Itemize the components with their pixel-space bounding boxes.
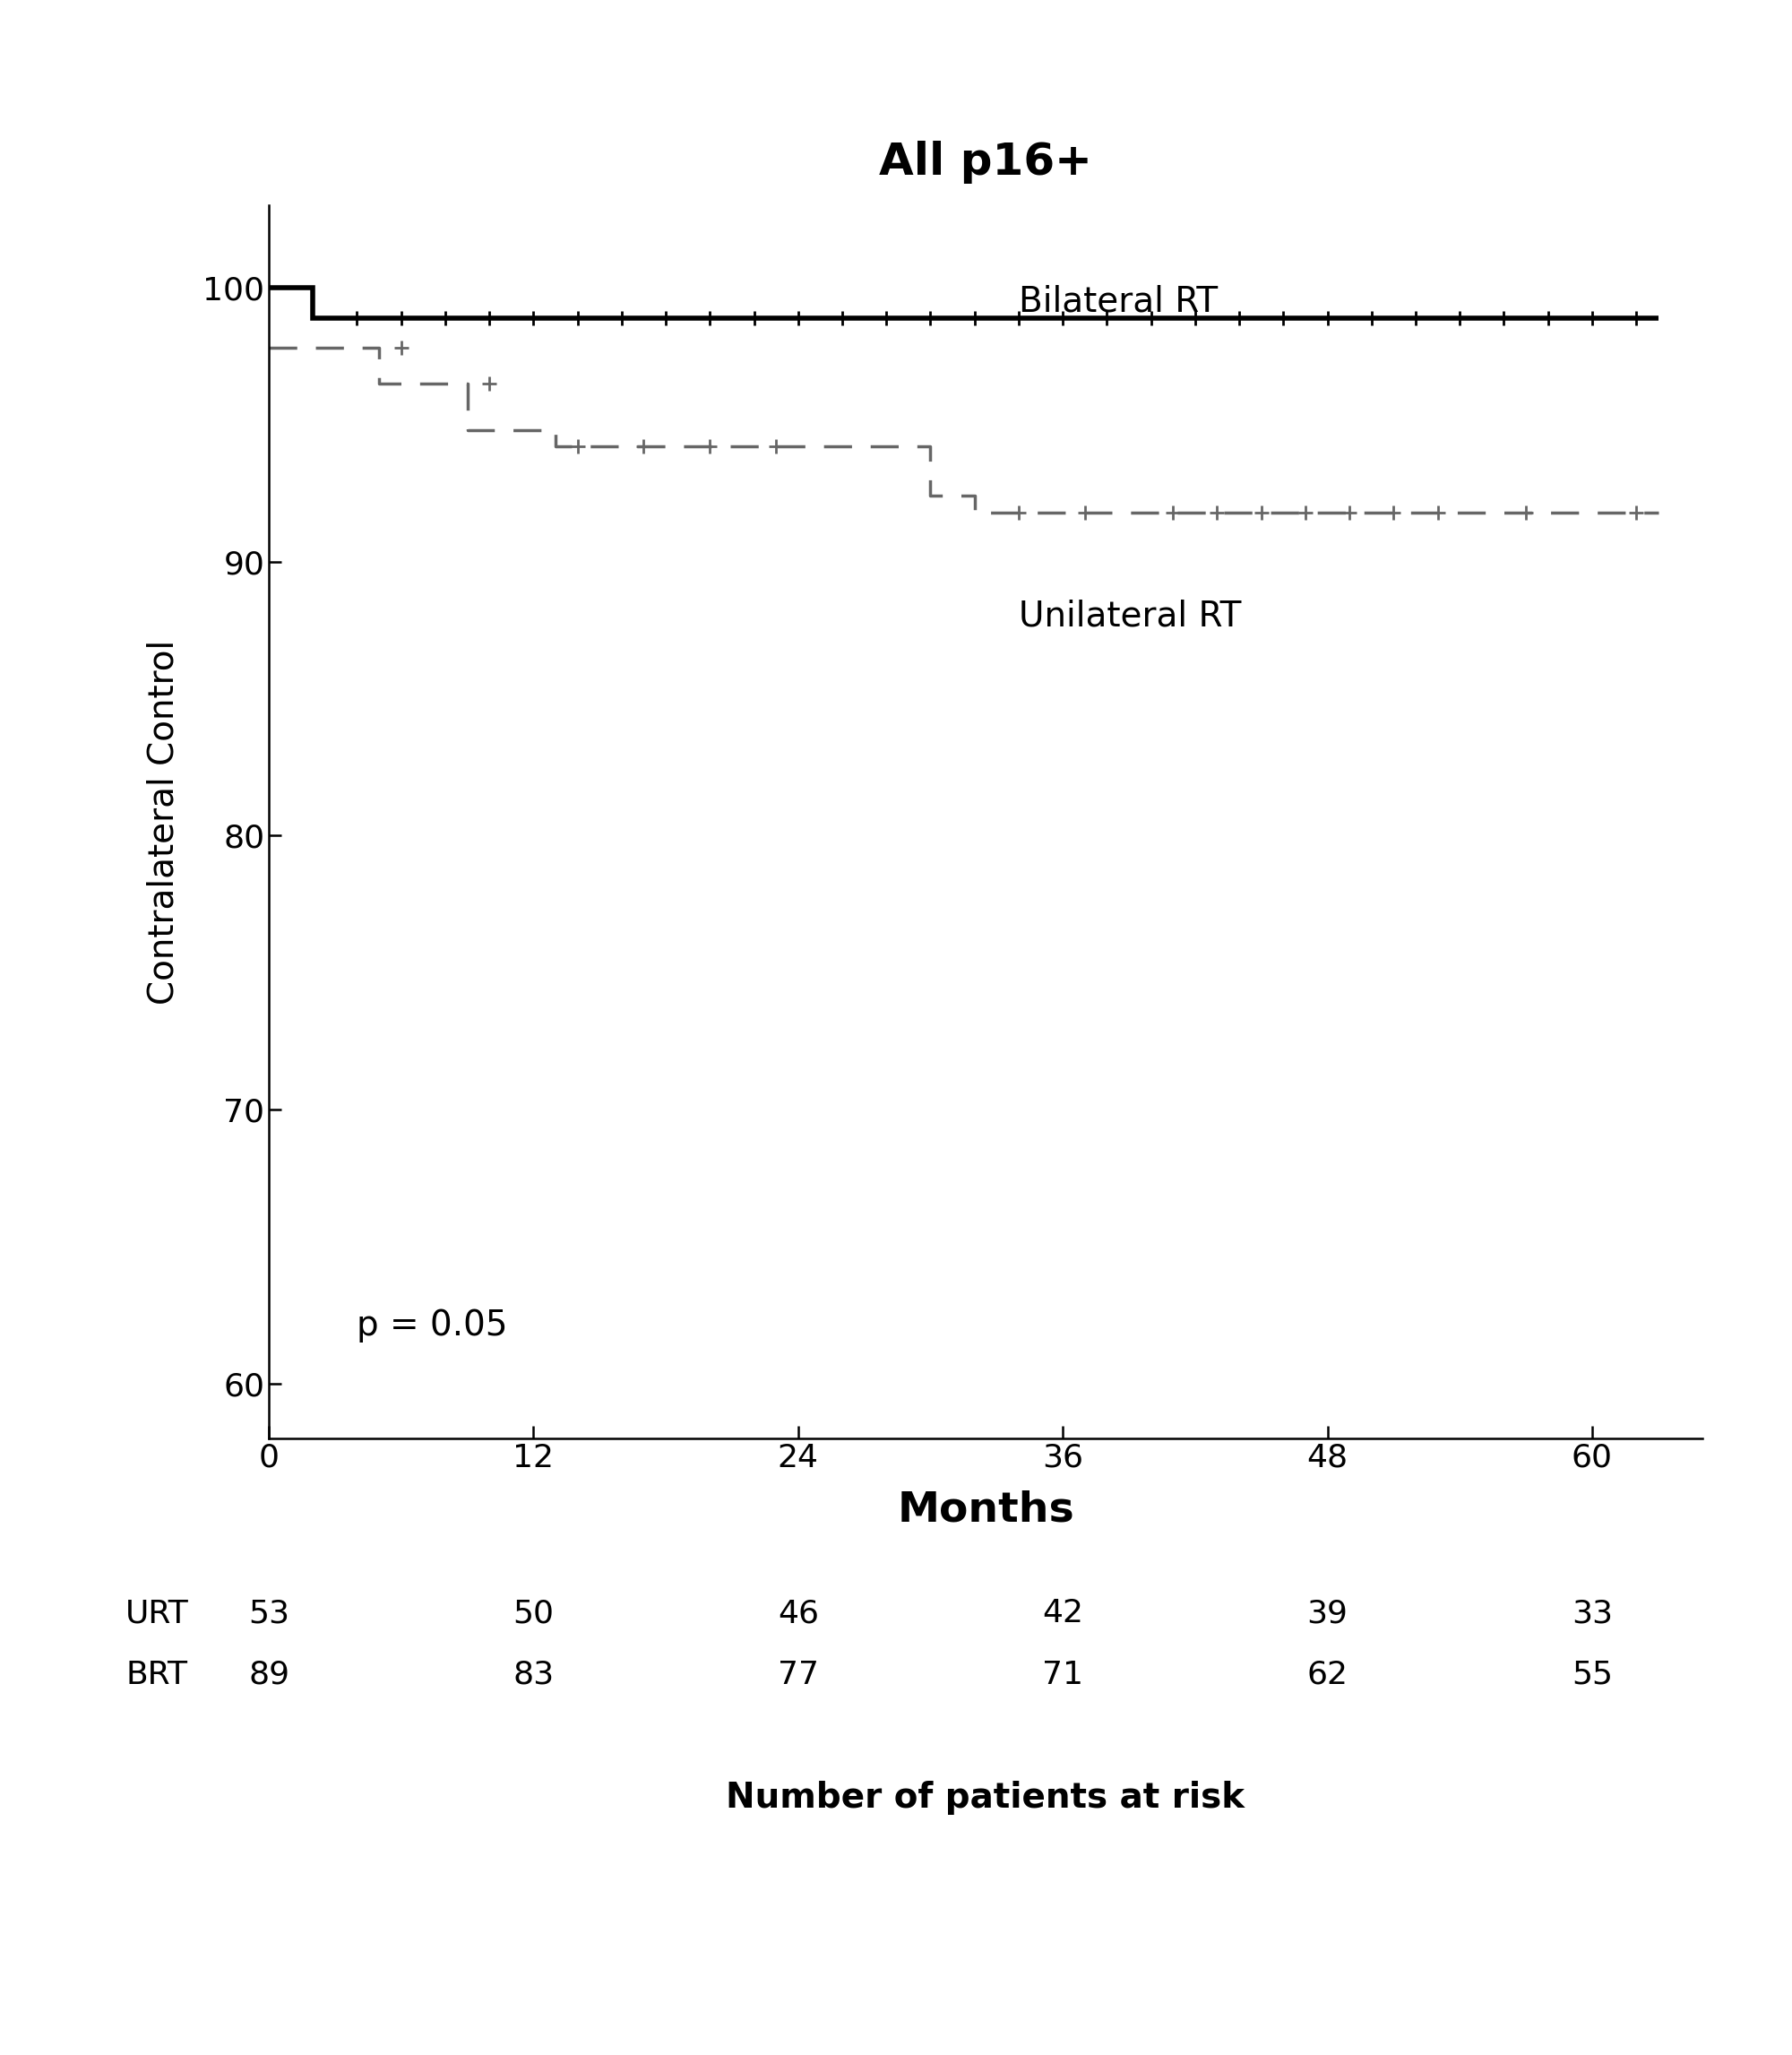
Text: Months: Months: [898, 1490, 1073, 1531]
Title: All p16+: All p16+: [880, 140, 1091, 183]
Text: 39: 39: [1306, 1599, 1348, 1628]
Text: 71: 71: [1043, 1660, 1084, 1689]
Text: URT: URT: [125, 1599, 188, 1628]
Text: 89: 89: [247, 1660, 290, 1689]
Text: p = 0.05: p = 0.05: [357, 1309, 507, 1342]
Text: 77: 77: [778, 1660, 819, 1689]
Text: 46: 46: [778, 1599, 819, 1628]
Y-axis label: Contralateral Control: Contralateral Control: [147, 639, 181, 1005]
Text: Number of patients at risk: Number of patients at risk: [726, 1782, 1245, 1815]
Text: 53: 53: [247, 1599, 290, 1628]
Text: 50: 50: [513, 1599, 554, 1628]
Text: 62: 62: [1306, 1660, 1348, 1689]
Text: Unilateral RT: Unilateral RT: [1018, 600, 1242, 633]
Text: 33: 33: [1572, 1599, 1613, 1628]
Text: Bilateral RT: Bilateral RT: [1018, 284, 1219, 319]
Text: BRT: BRT: [125, 1660, 186, 1689]
Text: 55: 55: [1572, 1660, 1613, 1689]
Text: 42: 42: [1043, 1599, 1084, 1628]
Text: 83: 83: [513, 1660, 554, 1689]
